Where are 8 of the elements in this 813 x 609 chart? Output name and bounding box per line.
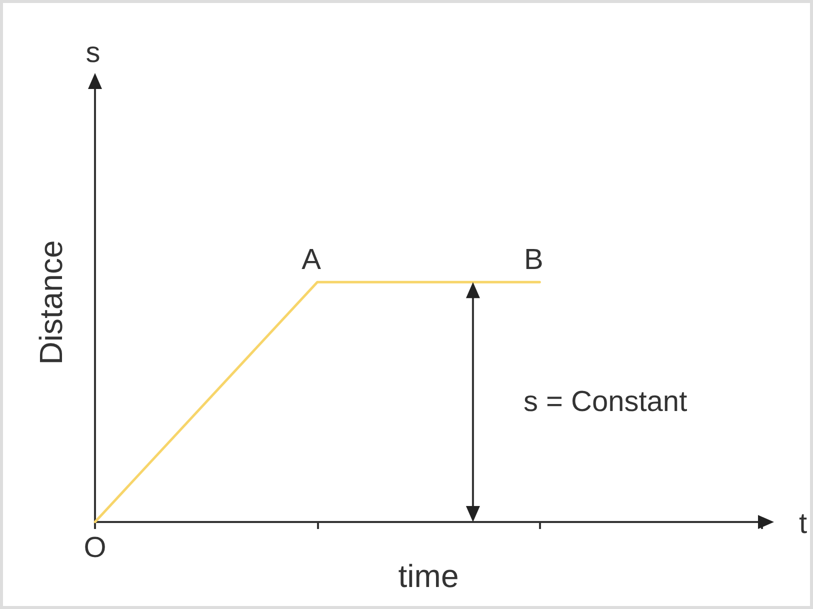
text: O [84, 532, 106, 564]
y-axis-title: Distance [33, 240, 69, 365]
text: t [798, 508, 808, 540]
x-axis-title: time [398, 558, 459, 594]
text: A [302, 244, 322, 276]
annotation: s = Constant [524, 386, 688, 418]
text: s [86, 37, 100, 69]
text: B [524, 244, 544, 276]
